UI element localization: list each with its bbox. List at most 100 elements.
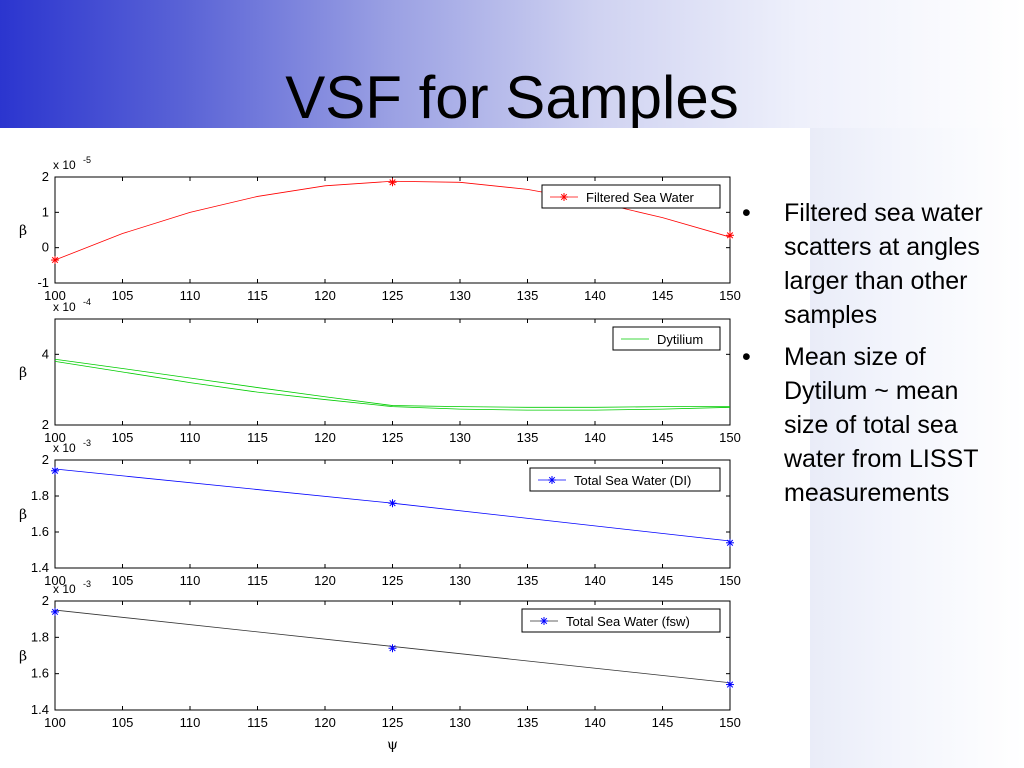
y-tick-label: 2 xyxy=(42,452,49,467)
x-tick-label: 110 xyxy=(180,288,201,303)
data-point xyxy=(726,680,734,689)
exponent-power: -3 xyxy=(83,579,91,589)
y-tick-label: 1.8 xyxy=(31,488,49,503)
data-point xyxy=(51,256,59,265)
legend-marker xyxy=(560,193,568,201)
right-strip xyxy=(810,128,1024,768)
plot-area: 100 105 110 115 120 125 130 135 140 145 150 -1 0 1 2 x … xyxy=(0,128,810,768)
x-tick-label: 115 xyxy=(247,715,268,730)
x-tick-label: 145 xyxy=(652,715,674,730)
x-tick-label: 150 xyxy=(719,288,741,303)
y-tick-label: 2 xyxy=(42,169,49,184)
x-tick-label: 125 xyxy=(382,430,404,445)
x-tick-label: 115 xyxy=(247,430,268,445)
data-point xyxy=(51,607,59,616)
data-point xyxy=(388,178,397,187)
legend-marker xyxy=(548,476,556,484)
bullet-item: • Mean size of Dytilum ~ mean size of to… xyxy=(740,340,1002,510)
x-tick-label: 110 xyxy=(180,715,201,730)
y-tick-label: 1 xyxy=(42,204,49,219)
x-tick-label: 140 xyxy=(584,288,606,303)
x-tick-label: 120 xyxy=(314,573,336,588)
y-tick-label: 2 xyxy=(42,417,49,432)
exponent-label: x 10 xyxy=(53,582,76,596)
x-tick-label: 130 xyxy=(449,573,471,588)
x-tick-label: 135 xyxy=(517,430,539,445)
legend-label: Dytilium xyxy=(657,332,703,347)
x-tick-label: 120 xyxy=(314,288,336,303)
y-tick-label: 4 xyxy=(42,346,49,361)
legend-box xyxy=(612,326,721,351)
x-tick-label: 135 xyxy=(517,288,539,303)
x-tick-label: 105 xyxy=(112,715,134,730)
x-tick-label: 145 xyxy=(652,288,674,303)
legend-box xyxy=(541,184,721,209)
x-tick-label: 130 xyxy=(449,715,471,730)
x-tick-label: 145 xyxy=(652,430,674,445)
y-tick-label: -1 xyxy=(37,275,49,290)
data-point xyxy=(726,538,734,547)
bullet-dot: • xyxy=(742,343,751,371)
charts-svg: 100 105 110 115 120 125 130 135 140 145 150 -1 0 1 2 x … xyxy=(19,155,741,753)
y-tick-label: 1.8 xyxy=(31,629,49,644)
x-tick-label: 145 xyxy=(652,573,674,588)
slide-title: VSF for Samples xyxy=(285,64,739,131)
x-tick-label: 100 xyxy=(44,288,66,303)
y-axis-label: β xyxy=(19,223,27,239)
y-axis-label: β xyxy=(19,365,27,381)
x-tick-label: 100 xyxy=(44,715,66,730)
series-line xyxy=(54,361,731,411)
x-tick-label: 135 xyxy=(517,715,539,730)
x-tick-label: 150 xyxy=(719,430,741,445)
legend-marker xyxy=(540,617,548,625)
y-tick-label: 0 xyxy=(42,240,49,255)
x-tick-label: 130 xyxy=(449,288,471,303)
exponent-power: -5 xyxy=(83,155,91,165)
exponent-power: -3 xyxy=(83,438,91,448)
x-tick-label: 100 xyxy=(44,430,66,445)
bullet-dot: • xyxy=(742,199,751,227)
data-point xyxy=(388,644,397,653)
data-point xyxy=(388,499,397,508)
x-tick-label: 120 xyxy=(314,430,336,445)
exponent-power: -4 xyxy=(83,297,91,307)
x-tick-label: 125 xyxy=(382,573,404,588)
x-tick-label: 110 xyxy=(180,573,201,588)
x-tick-label: 115 xyxy=(247,288,268,303)
legend-box xyxy=(529,467,721,492)
x-tick-label: 110 xyxy=(180,430,201,445)
x-tick-label: 105 xyxy=(112,288,134,303)
x-tick-label: 140 xyxy=(584,715,606,730)
exponent-label: x 10 xyxy=(53,300,76,314)
bullet-text: Filtered sea water scatters at angles la… xyxy=(784,199,983,329)
legend-box xyxy=(521,608,721,633)
bullet-item: • Filtered sea water scatters at angles … xyxy=(740,196,1002,332)
y-tick-label: 2 xyxy=(42,593,49,608)
legend-label: Total Sea Water (fsw) xyxy=(566,614,690,629)
x-tick-label: 105 xyxy=(112,430,134,445)
x-tick-label: 125 xyxy=(382,715,404,730)
x-tick-label: 150 xyxy=(719,573,741,588)
exponent-label: x 10 xyxy=(53,158,76,172)
y-tick-label: 1.6 xyxy=(31,524,49,539)
x-axis-label: ψ xyxy=(387,737,398,753)
x-tick-label: 135 xyxy=(517,573,539,588)
bullet-list: • Filtered sea water scatters at angles … xyxy=(740,196,1002,518)
x-tick-label: 115 xyxy=(247,573,268,588)
data-point xyxy=(726,231,734,240)
y-axis-label: β xyxy=(19,649,27,665)
bullet-text: Mean size of Dytilum ~ mean size of tota… xyxy=(784,343,979,507)
x-tick-label: 140 xyxy=(584,573,606,588)
legend-label: Filtered Sea Water xyxy=(586,190,695,205)
y-tick-label: 1.6 xyxy=(31,666,49,681)
x-tick-label: 120 xyxy=(314,715,336,730)
data-point xyxy=(51,466,59,475)
x-tick-label: 125 xyxy=(382,288,404,303)
legend-label: Total Sea Water (DI) xyxy=(574,473,691,488)
y-axis-label: β xyxy=(19,507,27,523)
x-tick-label: 105 xyxy=(112,573,134,588)
y-tick-label: 1.4 xyxy=(31,560,49,575)
header-band xyxy=(0,0,1024,128)
exponent-label: x 10 xyxy=(53,441,76,455)
x-tick-label: 100 xyxy=(44,573,66,588)
